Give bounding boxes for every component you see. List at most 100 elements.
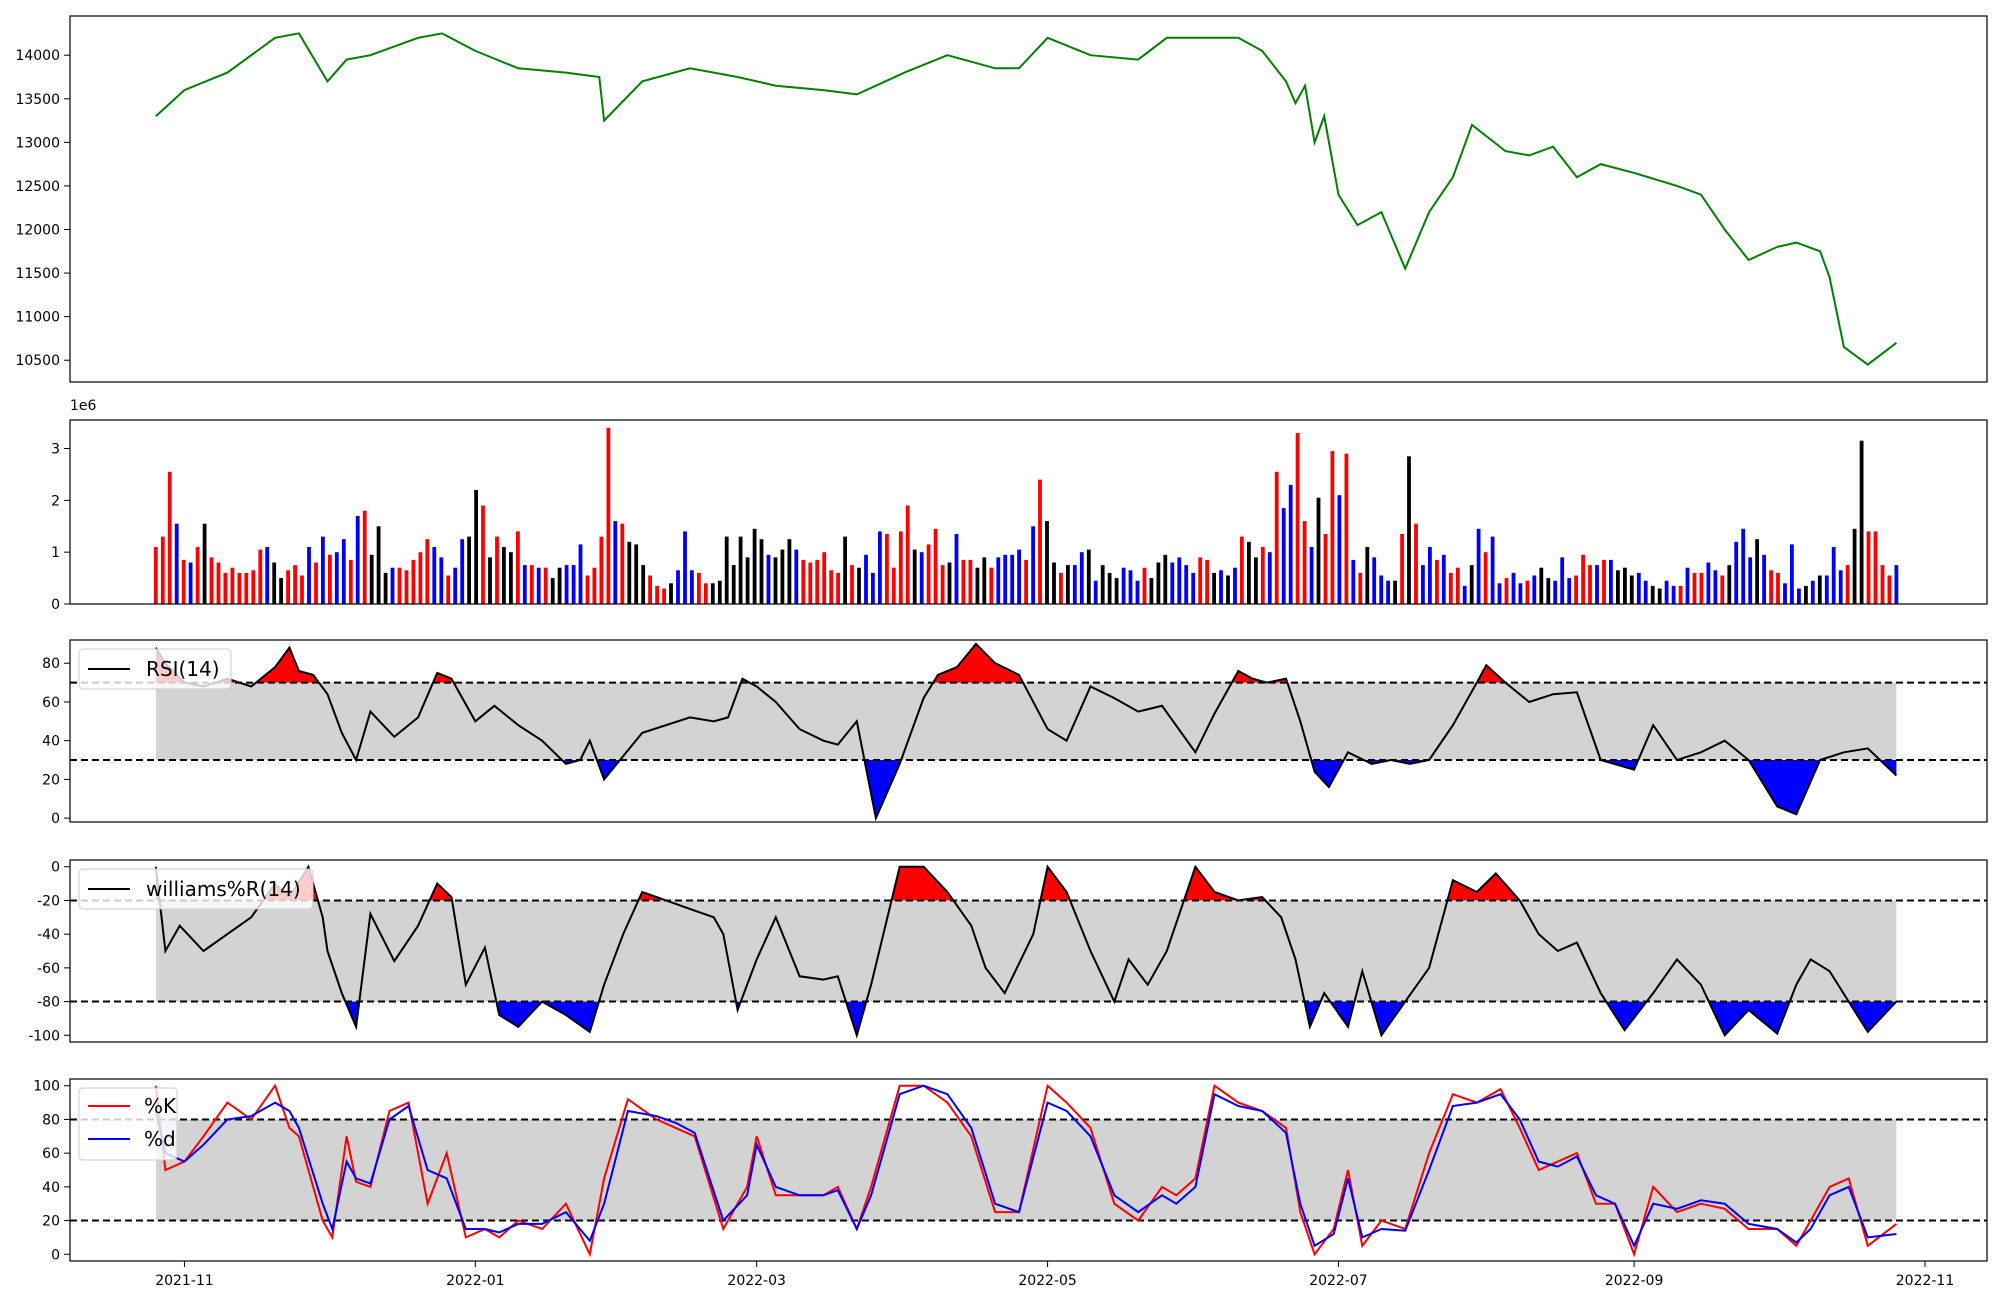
- y-tick-label: -80: [37, 995, 60, 1011]
- volume-bar: [724, 536, 729, 604]
- price-panel: 10500 11000 11500 12000 12500 13000 13500 14000: [15, 15, 1988, 383]
- x-tick-label: 2022-05: [1018, 1273, 1077, 1289]
- volume-bar: [1595, 565, 1599, 604]
- volume-bar: [1100, 565, 1105, 604]
- y-tick-label: 11000: [15, 310, 60, 326]
- volume-bar: [460, 539, 465, 604]
- volume-bar: [1657, 588, 1662, 604]
- volume-bar: [961, 559, 966, 604]
- volume-bar: [1560, 557, 1565, 604]
- volume-bar: [683, 531, 687, 604]
- volume-bar: [467, 536, 471, 604]
- volume-bar: [216, 562, 221, 604]
- y-tick-label: 13000: [15, 135, 60, 151]
- volume-bar: [397, 567, 402, 604]
- volume-bar: [1107, 572, 1112, 604]
- volume-bar: [1428, 547, 1432, 604]
- volume-panel: 0 1 2 3 1e6: [51, 398, 1988, 613]
- y-tick-label: -100: [28, 1028, 60, 1044]
- volume-bar: [1462, 585, 1467, 604]
- volume-bar: [1490, 536, 1495, 604]
- volume-bar: [1247, 541, 1251, 604]
- volume-bar: [1365, 547, 1370, 604]
- volume-bar: [1281, 508, 1286, 604]
- volume-bar: [1135, 580, 1140, 604]
- volume-bar: [1525, 580, 1530, 604]
- volume-bar: [766, 554, 771, 604]
- volume-bar: [1260, 547, 1265, 604]
- volume-bar: [1734, 541, 1739, 604]
- volume-bar: [446, 575, 451, 604]
- volume-bar: [1358, 572, 1363, 604]
- y-tick-label: 60: [42, 1146, 60, 1162]
- y-tick-label: 0: [51, 811, 60, 827]
- volume-bar: [1609, 559, 1613, 604]
- y-tick-label: 60: [42, 695, 60, 711]
- volume-bar: [383, 572, 388, 604]
- legend: RSI(14): [78, 648, 232, 690]
- volume-bar: [1038, 479, 1042, 604]
- volume-bar: [690, 570, 694, 604]
- volume-bar: [885, 534, 889, 604]
- oversold-fill: [845, 1001, 867, 1036]
- volume-bar: [272, 562, 277, 604]
- volume-bar: [731, 565, 736, 604]
- volume-bar: [1233, 567, 1237, 604]
- y-tick-label: 2: [51, 493, 60, 509]
- volume-bar: [1748, 557, 1753, 604]
- volume-bar: [982, 557, 987, 604]
- volume-bar: [1316, 497, 1321, 604]
- volume-bar: [836, 572, 840, 604]
- rsi-panel: 0 20 40 60 80 RSI(14): [42, 639, 1988, 827]
- volume-bar: [919, 552, 924, 604]
- y-tick-label: 80: [42, 1112, 60, 1128]
- volume-bar: [1629, 575, 1634, 604]
- y-tick-label: -20: [37, 893, 60, 909]
- volume-bar: [926, 544, 931, 604]
- volume-bar: [167, 471, 172, 604]
- volume-bar: [954, 534, 959, 604]
- oversold-fill: [1311, 760, 1344, 788]
- volume-bar: [348, 559, 353, 604]
- volume-bar: [1685, 567, 1690, 604]
- volume-bar: [300, 575, 304, 604]
- volume-bar: [1845, 565, 1850, 604]
- volume-bar: [898, 531, 903, 604]
- volume-bar: [1880, 565, 1885, 604]
- volume-bar: [1407, 456, 1411, 604]
- x-tick-label: 2022-11: [1896, 1273, 1955, 1289]
- volume-bar: [1059, 572, 1063, 604]
- k-line: [154, 1083, 1898, 1258]
- x-tick-label: 2022-07: [1309, 1273, 1368, 1289]
- volume-bar: [808, 562, 813, 604]
- volume-bar: [912, 549, 917, 604]
- volume-bar: [1581, 554, 1585, 604]
- volume-bar: [641, 565, 646, 604]
- volume-bar: [174, 523, 179, 604]
- volume-bar: [1539, 567, 1544, 604]
- volume-bar: [1567, 578, 1572, 604]
- overbought-fill: [1231, 671, 1288, 683]
- volume-bar: [1435, 559, 1439, 604]
- volume-bar: [697, 572, 701, 604]
- volume-bar: [1086, 549, 1091, 604]
- volume-bar: [968, 559, 973, 604]
- volume-bar: [627, 541, 632, 604]
- overbought-fill: [1040, 866, 1071, 901]
- volume-bar: [843, 536, 847, 604]
- volume-bar: [864, 554, 868, 604]
- y-tick-label: 20: [42, 772, 60, 788]
- legend-label: williams%R(14): [146, 877, 301, 901]
- volume-bar: [1066, 565, 1070, 604]
- volume-bar: [488, 557, 492, 604]
- volume-bar: [202, 523, 207, 604]
- volume-bar: [307, 547, 311, 604]
- volume-bar: [1400, 534, 1404, 604]
- y-tick-label: 10500: [15, 353, 60, 369]
- volume-bar: [1344, 453, 1349, 604]
- volume-bar: [1616, 570, 1620, 604]
- x-tick-label: 2021-11: [155, 1273, 214, 1289]
- volume-bar: [1769, 570, 1773, 604]
- volume-bar: [1219, 570, 1223, 604]
- volume-bar: [717, 580, 722, 604]
